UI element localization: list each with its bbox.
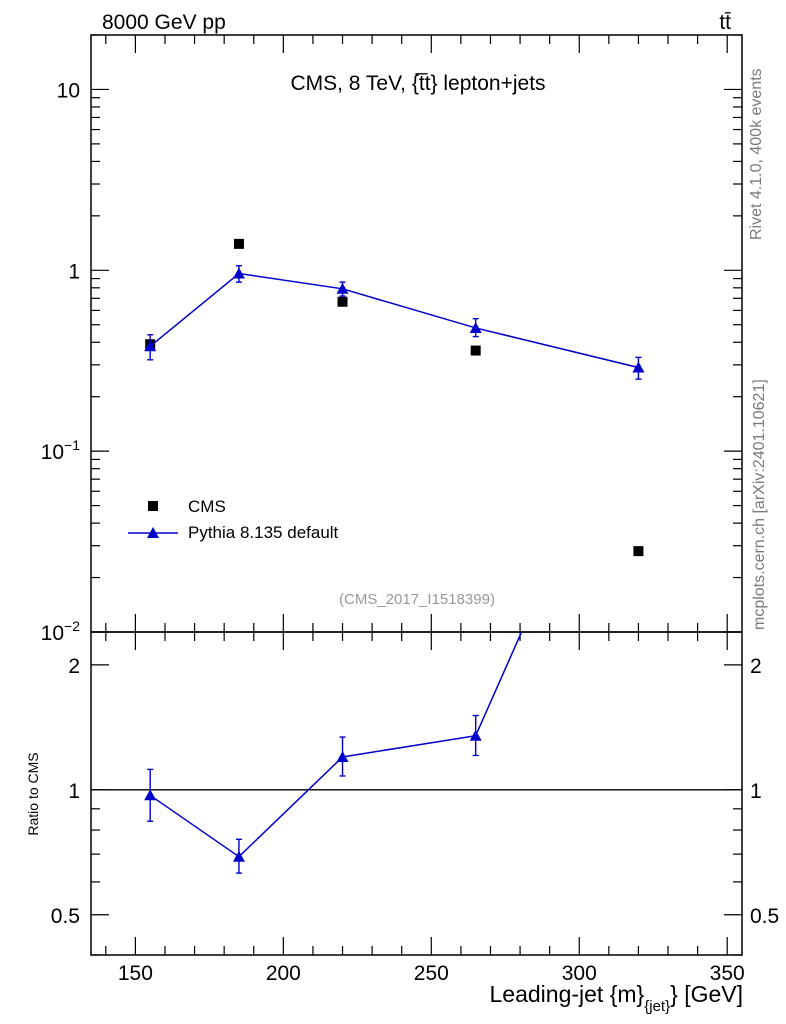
legend-marker-pythia: [147, 527, 159, 538]
y-tick-base: 10: [41, 441, 64, 464]
legend-marker-cms: [148, 501, 158, 511]
plot-title: CMS, 8 TeV, {t̅t} lepton+jets: [290, 72, 545, 95]
mc-point-pythia: [144, 340, 157, 352]
x-axis-label-unit: } [GeV]: [670, 981, 743, 1007]
y-tick-label: 10−2: [41, 618, 81, 645]
y-tick-label: 10−1: [41, 437, 81, 464]
main-x-ticks: [105, 35, 728, 632]
ratio-data-area: [91, 632, 742, 874]
x-tick-label: 200: [266, 962, 301, 985]
mc-point-pythia: [232, 267, 245, 279]
ratio-y-tick-label-right: 2: [750, 655, 762, 678]
y-tick-base: 10: [41, 622, 64, 645]
data-point-cms: [337, 296, 348, 307]
data-point-cms: [470, 345, 481, 356]
ratio-y-tick-label-right: 0.5: [750, 905, 779, 928]
ratio-panel: 2 2 1 1 0.5 0.5 150 200 250 300 350 Ratio to CMS: [25, 631, 779, 985]
ratio-x-axis: 150 200 250 300 350: [105, 632, 745, 985]
x-axis-label-subscript: {jet}: [644, 998, 670, 1015]
ratio-y-axis: 2 2 1 1 0.5 0.5: [51, 655, 779, 956]
x-tick-label: 250: [414, 962, 449, 985]
ratio-point: [144, 789, 157, 801]
legend-label-cms: CMS: [188, 497, 226, 516]
x-tick-label: 150: [118, 962, 153, 985]
legend: CMS Pythia 8.135 default: [128, 497, 339, 542]
ratio-y-tick-label: 2: [68, 655, 80, 678]
analysis-id-label: (CMS_2017_I1518399): [339, 591, 495, 608]
ratio-y-label: Ratio to CMS: [25, 752, 41, 835]
legend-label-pythia: Pythia 8.135 default: [188, 523, 339, 542]
mc-line: [149, 272, 639, 369]
y-tick-label: 10: [57, 79, 80, 102]
main-frame: [90, 34, 743, 633]
x-tick-label: 300: [562, 962, 597, 985]
mc-point-pythia: [632, 361, 645, 373]
data-point-cms: [233, 238, 244, 249]
y-tick-exponent: −2: [64, 618, 80, 634]
y-tick-label: 1: [68, 260, 80, 283]
ratio-y-tick-label: 1: [68, 780, 80, 803]
ratio-y-tick-label: 0.5: [51, 905, 80, 928]
y-tick-base: 10: [57, 79, 80, 102]
main-data-area: [144, 238, 645, 557]
ratio-point: [469, 729, 482, 741]
ratio-frame: [90, 631, 743, 956]
ratio-point: [232, 850, 245, 862]
mcplots-source-label: mcplots.cern.ch [arXiv:2401.10621]: [751, 379, 768, 630]
mc-point-pythia: [336, 282, 349, 294]
y-tick-base: 1: [68, 260, 80, 283]
ratio-y-tick-label-right: 1: [750, 780, 762, 803]
data-point-cms: [633, 546, 644, 557]
ratio-point: [336, 750, 349, 762]
ratio-line: [149, 632, 523, 858]
process-label: tt̄: [719, 11, 731, 34]
y-tick-exponent: −1: [64, 437, 80, 453]
x-axis-label-main: Leading-jet {m}: [490, 981, 645, 1007]
mc-point-pythia: [469, 321, 482, 333]
rivet-version-label: Rivet 4.1.0, 400k events: [748, 68, 765, 240]
energy-label: 8000 GeV pp: [102, 11, 226, 34]
x-axis-label: Leading-jet {m}{jet}} [GeV]: [490, 981, 743, 1015]
x-tick-label: 350: [710, 962, 745, 985]
